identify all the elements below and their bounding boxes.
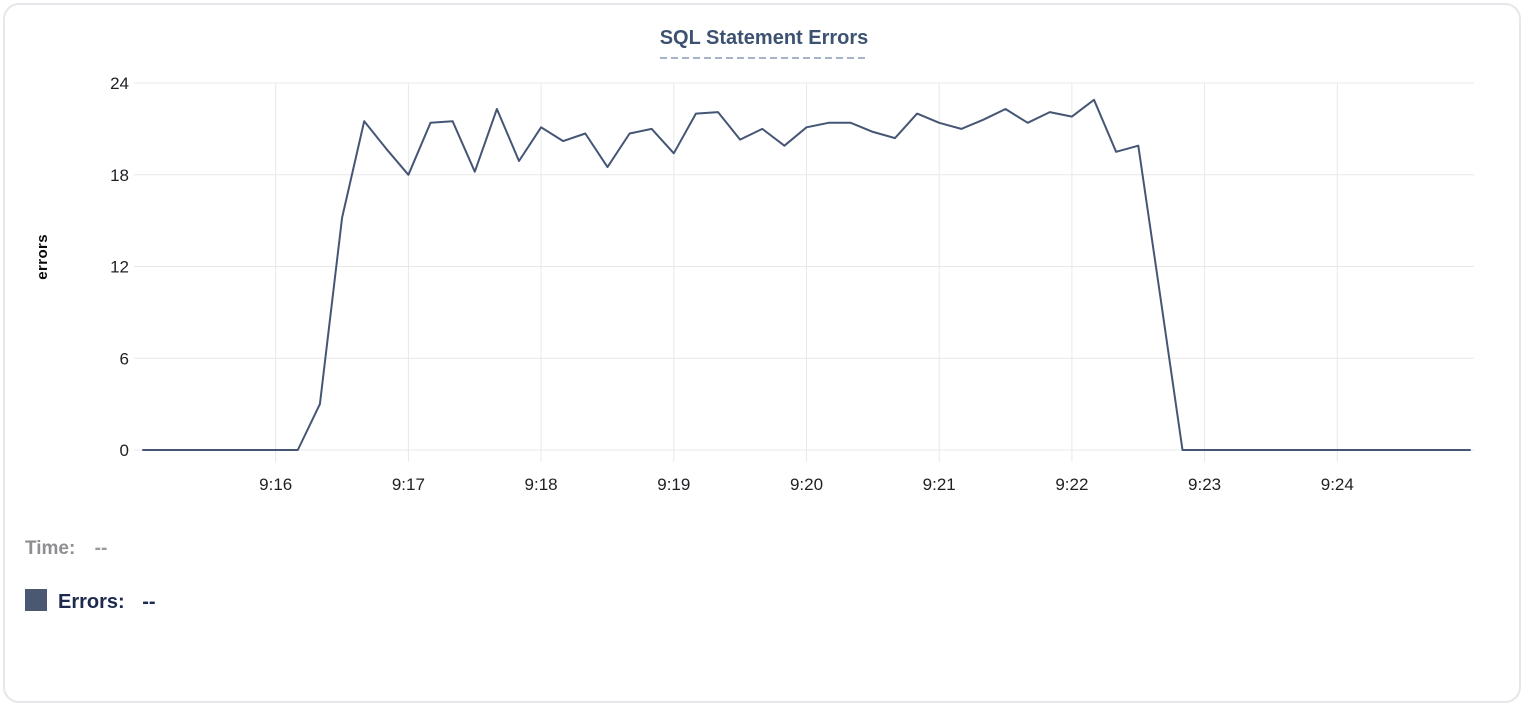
y-tick-label: 12: [110, 258, 129, 277]
errors-line-chart[interactable]: 0 6 12 18 24 9:16 9:17 9:18 9:19 9:20 9:21 9:22 9:23…: [0, 0, 1528, 505]
errors-line-series[interactable]: [142, 98, 1471, 451]
y-tick-label: 6: [120, 349, 129, 368]
time-value: --: [94, 538, 108, 559]
chart-title-wrap: SQL Statement Errors: [0, 27, 1528, 59]
x-tick-label: 9:24: [1321, 475, 1354, 494]
x-tick-label: 9:18: [525, 475, 558, 494]
y-tick-label: 24: [110, 74, 129, 93]
chart-title[interactable]: SQL Statement Errors: [659, 27, 869, 59]
y-tick-label: 0: [120, 441, 129, 460]
x-tick-label: 9:16: [259, 475, 292, 494]
x-tick-label: 9:22: [1055, 475, 1088, 494]
x-tick-label: 9:17: [392, 475, 425, 494]
x-axis-tick-labels: 9:16 9:17 9:18 9:19 9:20 9:21 9:22 9:23 9:24: [259, 475, 1354, 494]
hover-readout-time-row: Time: --: [25, 538, 107, 560]
chart-card: [3, 3, 1521, 703]
errors-value: --: [142, 591, 156, 613]
x-tick-label: 9:21: [923, 475, 956, 494]
time-label: Time:: [25, 538, 76, 559]
errors-series-swatch: [25, 589, 47, 611]
x-tick-label: 9:23: [1188, 475, 1221, 494]
x-tick-label: 9:20: [790, 475, 823, 494]
y-axis-title: errors: [34, 234, 51, 280]
y-tick-label: 18: [110, 166, 129, 185]
x-tick-label: 9:19: [657, 475, 690, 494]
errors-label: Errors:: [58, 591, 125, 613]
hover-readout-errors-row: Errors: --: [25, 589, 156, 614]
y-axis-tick-labels: 0 6 12 18 24: [110, 74, 129, 460]
